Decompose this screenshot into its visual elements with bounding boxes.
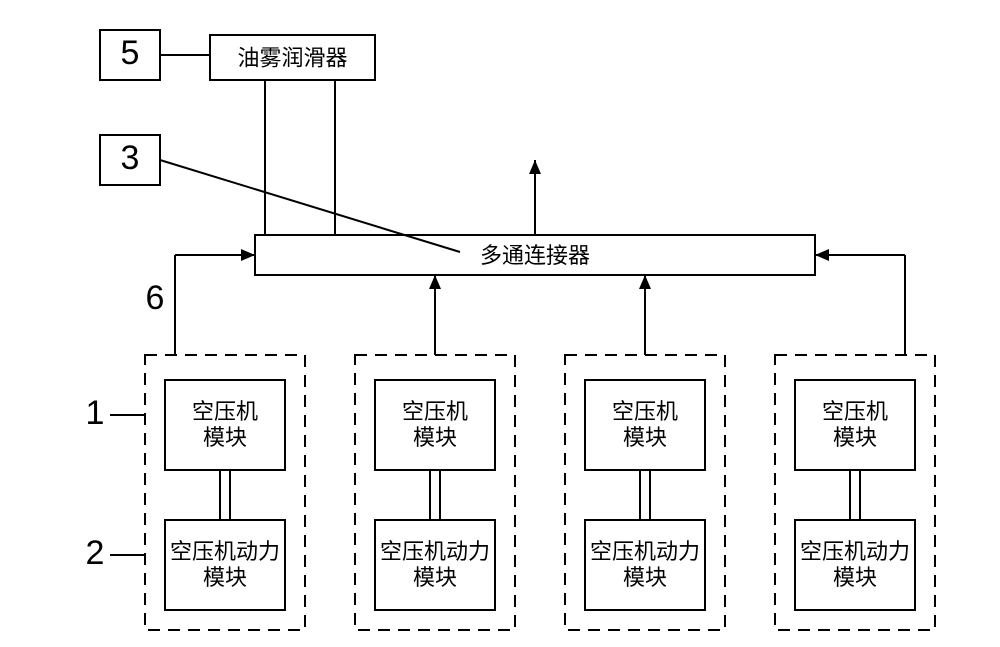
ref-label-6: 6	[146, 279, 165, 317]
compressor-label-3-1: 空压机	[822, 399, 888, 424]
arrow-head	[529, 160, 541, 174]
compressor-label-2-1: 空压机	[612, 399, 678, 424]
ref-label-2: 2	[86, 534, 105, 572]
leader-n3	[160, 160, 460, 252]
power-label-0-1: 空压机动力	[170, 539, 280, 564]
connector-label: 多通连接器	[480, 243, 590, 268]
ref-label-1: 1	[86, 394, 105, 432]
compressor-label-0-2: 模块	[203, 425, 247, 450]
ref-label-3: 3	[121, 139, 140, 177]
lubricator-label: 油雾润滑器	[237, 45, 347, 70]
arrow-head	[429, 275, 441, 289]
compressor-label-3-2: 模块	[833, 425, 877, 450]
power-label-2-1: 空压机动力	[590, 539, 700, 564]
compressor-label-1-1: 空压机	[402, 399, 468, 424]
compressor-label-2-2: 模块	[623, 425, 667, 450]
arrow-head	[815, 249, 829, 261]
power-label-3-2: 模块	[833, 565, 877, 590]
power-label-3-1: 空压机动力	[800, 539, 910, 564]
power-label-2-2: 模块	[623, 565, 667, 590]
power-label-1-2: 模块	[413, 565, 457, 590]
power-label-0-2: 模块	[203, 565, 247, 590]
compressor-label-1-2: 模块	[413, 425, 457, 450]
arrow-head	[241, 249, 255, 261]
ref-label-5: 5	[121, 34, 140, 72]
compressor-label-0-1: 空压机	[192, 399, 258, 424]
power-label-1-1: 空压机动力	[380, 539, 490, 564]
arrow-head	[639, 275, 651, 289]
